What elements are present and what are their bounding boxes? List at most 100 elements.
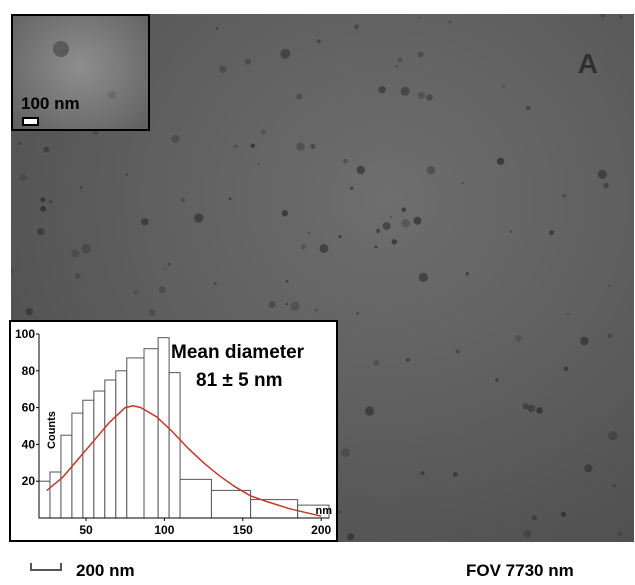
particle [548, 230, 554, 236]
particle [401, 207, 406, 212]
inset-particle [53, 41, 69, 57]
y-tick-label: 20 [22, 474, 36, 488]
particle [180, 197, 186, 203]
particle [400, 86, 410, 96]
histogram-bar [126, 357, 145, 519]
x-tick-label: 50 [79, 523, 93, 537]
histogram-bar [168, 372, 181, 519]
particle [448, 20, 452, 24]
histogram-bar [143, 348, 159, 519]
particle [350, 186, 354, 190]
particle [406, 358, 410, 362]
particle [395, 65, 399, 68]
particle [354, 24, 359, 29]
particle [296, 142, 305, 151]
particle [285, 280, 289, 283]
particle [617, 531, 622, 536]
particle [81, 243, 91, 254]
particle [316, 39, 321, 44]
particle [338, 235, 342, 239]
particle [158, 286, 166, 293]
panel-letter: A [577, 48, 598, 79]
particle [281, 210, 288, 217]
particle [17, 142, 21, 145]
scale-bar-icon [30, 563, 62, 571]
particle [37, 228, 45, 236]
particle [420, 471, 425, 475]
particle [584, 464, 593, 473]
particle [40, 197, 46, 203]
particle [296, 93, 303, 100]
particle [376, 228, 381, 233]
particle [310, 143, 316, 149]
particle [315, 308, 318, 312]
particle [25, 307, 34, 316]
particle [49, 199, 53, 204]
particle [75, 273, 81, 279]
particle [19, 174, 27, 182]
particle [418, 272, 428, 282]
particle [244, 58, 251, 65]
particle [563, 366, 569, 372]
particle [356, 165, 365, 175]
inset-scale-bar [22, 117, 39, 126]
particle [525, 105, 531, 111]
particle [286, 303, 289, 306]
particle [373, 360, 380, 366]
particle [401, 218, 411, 228]
particle [228, 197, 232, 201]
particle [509, 230, 513, 233]
mean-diameter-value: 81 ± 5 nm [196, 370, 283, 391]
fov-label: FOV 7730 nm [466, 561, 574, 580]
histogram-inset: 20 40 60 80 100 50 100 150 200 nm Counts Mean diam… [9, 320, 338, 542]
particle [607, 333, 613, 339]
particle [417, 51, 424, 58]
particle [213, 282, 217, 285]
scale-bar-label: 200 nm [76, 561, 135, 580]
particle [612, 483, 617, 488]
particle [219, 65, 227, 73]
particle [290, 301, 300, 311]
particle [501, 84, 506, 88]
particle [347, 533, 355, 541]
particle [389, 215, 393, 219]
particle [71, 249, 80, 258]
particle [523, 529, 532, 538]
particle [562, 193, 567, 198]
particle [215, 27, 219, 30]
particle [413, 216, 422, 225]
particle [167, 262, 171, 266]
inset-scale-label: 100 nm [21, 94, 80, 113]
particle [536, 407, 543, 414]
particle [374, 245, 378, 249]
particle [356, 311, 360, 315]
y-tick-label: 60 [22, 401, 36, 415]
particle [527, 404, 536, 413]
particle [40, 205, 47, 212]
particle [580, 336, 589, 346]
particle [300, 244, 306, 250]
particle [461, 181, 464, 184]
particle [522, 403, 529, 410]
x-tick-label: 150 [233, 523, 253, 537]
particle [465, 271, 470, 276]
particle [171, 135, 180, 143]
particle [250, 143, 255, 148]
particle [257, 162, 260, 165]
particle [141, 218, 149, 226]
particle [343, 158, 348, 164]
particle [391, 239, 398, 245]
particle [378, 86, 386, 94]
y-tick-label: 100 [15, 327, 35, 341]
particle [515, 335, 522, 342]
particle [495, 378, 499, 382]
y-tick-label: 40 [22, 437, 36, 451]
y-axis-label: Counts [46, 411, 58, 449]
particle [133, 290, 138, 295]
particle [280, 48, 291, 59]
particle [260, 129, 266, 135]
mean-diameter-label: Mean diameter [171, 342, 305, 363]
particle [194, 213, 204, 223]
particle [607, 284, 610, 287]
inset-particle [108, 91, 116, 99]
